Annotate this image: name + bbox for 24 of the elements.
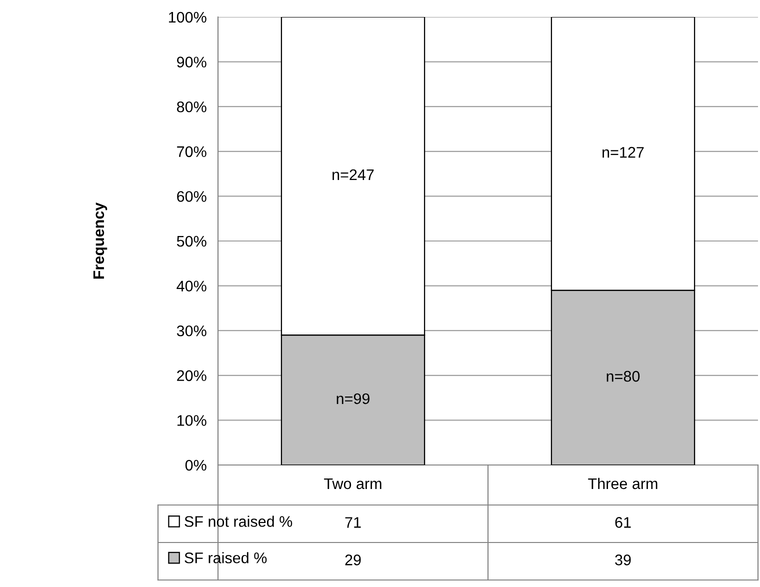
data-label: 71 <box>345 517 361 528</box>
annotation: n=247 <box>332 169 374 180</box>
y-tick-label: 60% <box>177 191 206 202</box>
legend-label: SF not raised % <box>184 516 292 527</box>
annotation: n=127 <box>602 146 644 158</box>
legend-label: SF raised % <box>184 552 267 564</box>
y-axis-title: Frequency <box>93 202 108 279</box>
x-tick-label: Three arm <box>588 478 658 490</box>
y-tick-label: 70% <box>177 146 206 158</box>
y-tick-label: 50% <box>176 236 206 247</box>
x-tick-label: Two arm <box>324 478 382 490</box>
y-tick-label: 30% <box>176 325 206 336</box>
annotation: n=80 <box>606 370 640 382</box>
y-tick-label: 100% <box>168 12 206 23</box>
annotation: n=99 <box>336 393 370 404</box>
data-label: 29 <box>345 554 361 566</box>
y-tick-label: 0% <box>185 460 206 471</box>
data-label: 61 <box>615 517 631 528</box>
data-label: 39 <box>615 554 631 566</box>
y-tick-label: 40% <box>176 280 206 292</box>
y-tick-label: 20% <box>177 370 206 382</box>
y-tick-label: 10% <box>177 415 206 426</box>
y-tick-label: 90% <box>177 56 206 68</box>
y-tick-label: 80% <box>176 101 206 112</box>
